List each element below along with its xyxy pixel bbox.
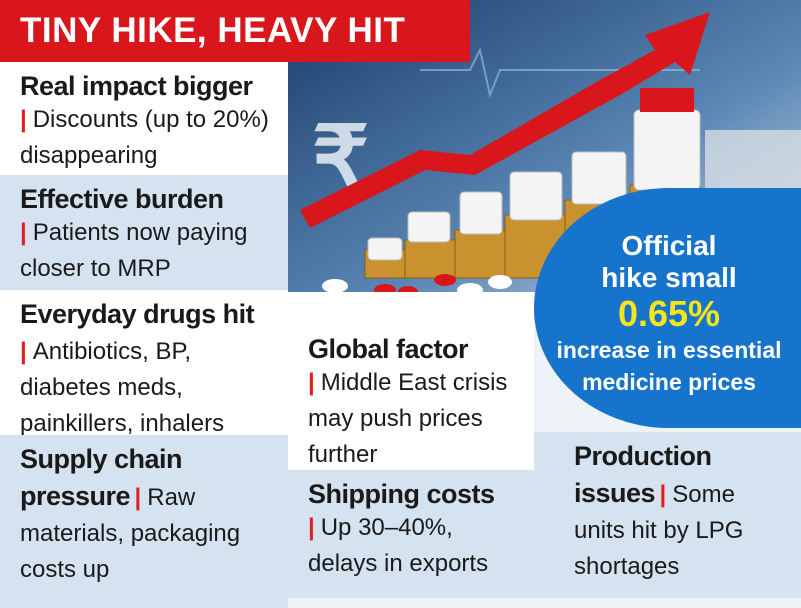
panel-body: Patients now paying closer to MRP <box>20 219 248 282</box>
callout: Official hike small 0.65% increase in es… <box>534 188 801 428</box>
callout-figure: 0.65% <box>617 293 721 334</box>
title: TINY HIKE, HEAVY HIT <box>0 0 470 62</box>
panel: Effective burden | Patients now paying clo… <box>0 175 288 290</box>
panel-heading: Production issues <box>574 441 712 508</box>
panel-heading: Supply chain pressure <box>20 444 183 511</box>
callout-text: medicine prices <box>582 369 756 395</box>
panel: Real impact bigger | Discounts (up to 20%)… <box>0 62 288 175</box>
panel-body: Raw materials, packaging costs up <box>20 484 241 583</box>
panel-heading: Effective burden <box>20 184 224 214</box>
callout-text: increase in essential <box>556 337 782 363</box>
spacer <box>288 292 534 325</box>
panel-heading: Shipping costs <box>308 479 495 509</box>
panel: Shipping costs | Up 30–40%, delays in expo… <box>288 470 534 598</box>
callout-text: hike small <box>601 262 737 293</box>
panel-body: Up 30–40%, delays in exports <box>308 514 489 577</box>
panel-body: Some units hit by LPG shortages <box>574 481 744 580</box>
panel-heading: Everyday drugs hit <box>20 299 255 329</box>
panel: Global factor | Middle East crisis may pus… <box>288 325 534 470</box>
panel: Supply chain pressure | Raw materials, pa… <box>0 435 288 608</box>
panel-body: Antibiotics, BP, diabetes meds, painkill… <box>20 338 225 437</box>
panel-heading: Global factor <box>308 334 469 364</box>
panel-body: Middle East crisis may push prices furth… <box>308 369 508 468</box>
panel: Production issues | Some units hit by LPG… <box>534 432 801 598</box>
panel: Everyday drugs hit | Antibiotics, BP, dia… <box>0 290 288 437</box>
panel-body: Discounts (up to 20%) disappearing <box>20 106 269 169</box>
callout-text: Official <box>621 230 717 261</box>
panel-heading: Real impact bigger <box>20 71 253 101</box>
